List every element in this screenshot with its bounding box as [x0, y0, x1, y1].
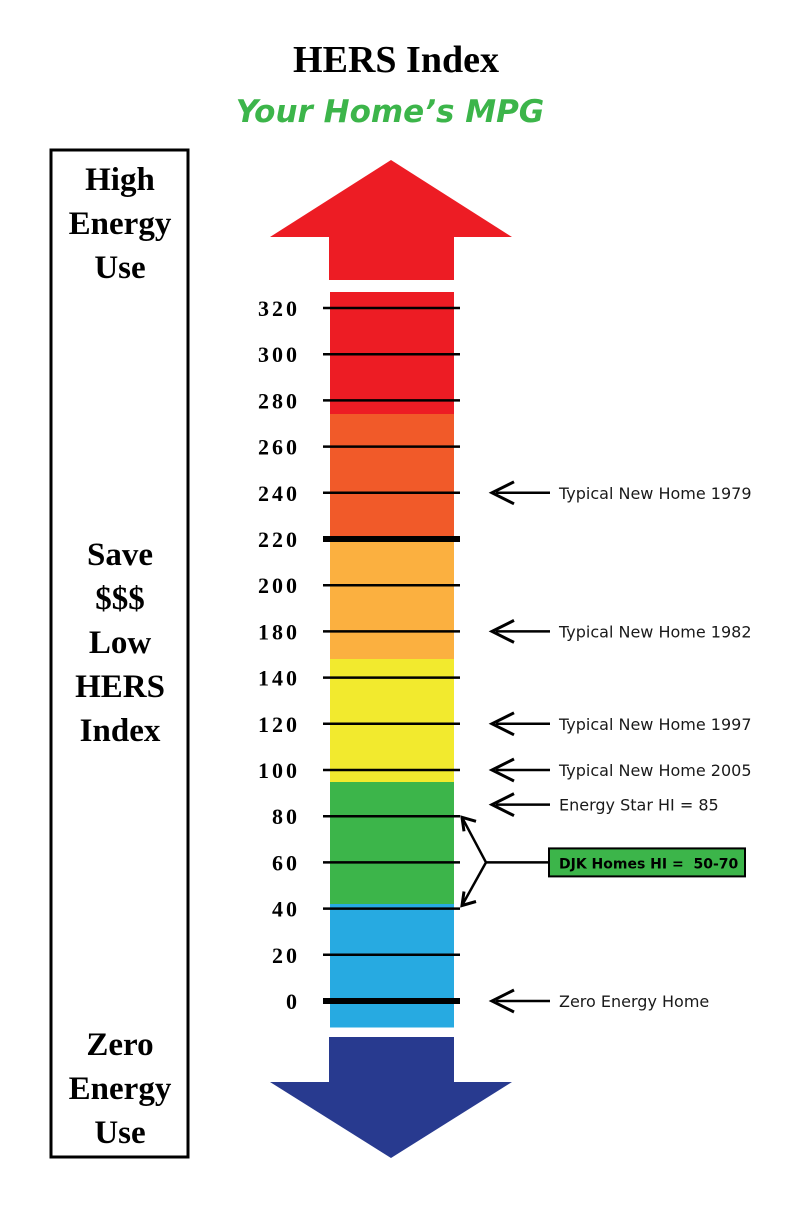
- tick-label: 80: [272, 804, 300, 829]
- scale-band: [330, 659, 454, 783]
- tick-label: 40: [272, 897, 300, 922]
- side-panel-line: $$$: [95, 581, 145, 617]
- scale-band: [330, 904, 454, 1028]
- callout-arrow-upper: [460, 816, 506, 864]
- annotation-label: Typical New Home 1997: [558, 715, 752, 734]
- djk-highlight-callout: DJK Homes HI = 50-70: [460, 815, 746, 908]
- highlight-box: [548, 847, 746, 878]
- side-panel-line: Low: [89, 625, 152, 661]
- scale-band: [330, 782, 454, 905]
- annotation-label: Zero Energy Home: [559, 992, 709, 1011]
- side-panel-line: Energy: [69, 206, 172, 242]
- callout-arrow-lower: [460, 861, 488, 907]
- scale-color-bands: [330, 292, 454, 1028]
- tick-label: 180: [258, 619, 300, 644]
- scale-band: [330, 537, 454, 660]
- annotation-label: Typical New Home 1979: [558, 484, 752, 503]
- tick-label: 0: [286, 989, 300, 1014]
- side-panel-line: Index: [80, 713, 161, 749]
- arrow-down-left-icon: [460, 891, 477, 908]
- tick-label: 260: [258, 435, 300, 460]
- annotation-item: Energy Star HI = 85: [488, 792, 719, 817]
- side-panel-line: Save: [87, 537, 153, 573]
- scale-ticks: 3203002802602402202001801401201008060402…: [258, 296, 460, 1014]
- tick-label: 60: [272, 850, 300, 875]
- side-panel-line: Zero: [86, 1027, 153, 1063]
- arrow-up-left-icon: [460, 815, 477, 832]
- tick-label: 280: [258, 388, 300, 413]
- tick-label: 200: [258, 573, 300, 598]
- side-panel-line: Use: [94, 250, 145, 286]
- annotation-item: Typical New Home 1997: [488, 711, 752, 737]
- tick-label: 220: [258, 527, 300, 552]
- side-panel-line: Energy: [69, 1071, 172, 1107]
- side-panel-frame: [49, 148, 190, 1159]
- tick-label: 100: [258, 758, 300, 783]
- arrow-left-icon: [488, 792, 515, 817]
- tick-label: 300: [258, 342, 300, 367]
- annotation-label: Energy Star HI = 85: [559, 796, 719, 815]
- annotation-label: Typical New Home 2005: [558, 761, 752, 780]
- arrow-left-icon: [488, 711, 515, 737]
- highlight-label: DJK Homes HI = 50-70: [559, 856, 738, 872]
- side-panel-line: HERS: [75, 669, 165, 705]
- side-panel-line: Use: [94, 1115, 145, 1151]
- page-subtitle: Your Home’s MPG: [236, 94, 545, 130]
- tick-label: 120: [258, 712, 300, 737]
- annotation-label: Typical New Home 1982: [558, 622, 752, 641]
- annotation-item: Typical New Home 2005: [488, 757, 752, 783]
- annotation-item: Typical New Home 1982: [488, 619, 752, 644]
- arrow-left-icon: [488, 619, 515, 644]
- side-panel-bottom-text: Zero Energy Use: [69, 1027, 172, 1151]
- tick-label: 20: [272, 943, 300, 968]
- arrow-left-icon: [488, 480, 515, 506]
- scale-band: [330, 414, 454, 538]
- side-panel-line: High: [85, 162, 155, 198]
- side-panel-top-text: High Energy Use: [69, 162, 172, 286]
- high-energy-up-arrow-icon: [270, 160, 512, 280]
- tick-label: 140: [258, 666, 300, 691]
- page-title: HERS Index: [293, 39, 499, 81]
- arrow-left-icon: [488, 757, 515, 783]
- zero-energy-down-arrow-icon: [270, 1037, 512, 1158]
- annotation-item: Typical New Home 1979: [488, 480, 752, 506]
- tick-label: 320: [258, 296, 300, 321]
- side-panel-middle-text: Save $$$ Low HERS Index: [75, 537, 165, 749]
- arrow-left-icon: [488, 988, 515, 1014]
- tick-label: 240: [258, 481, 300, 506]
- annotations: Typical New Home 1979 Typical New Home 19…: [488, 480, 752, 1014]
- annotation-item: Zero Energy Home: [488, 988, 709, 1014]
